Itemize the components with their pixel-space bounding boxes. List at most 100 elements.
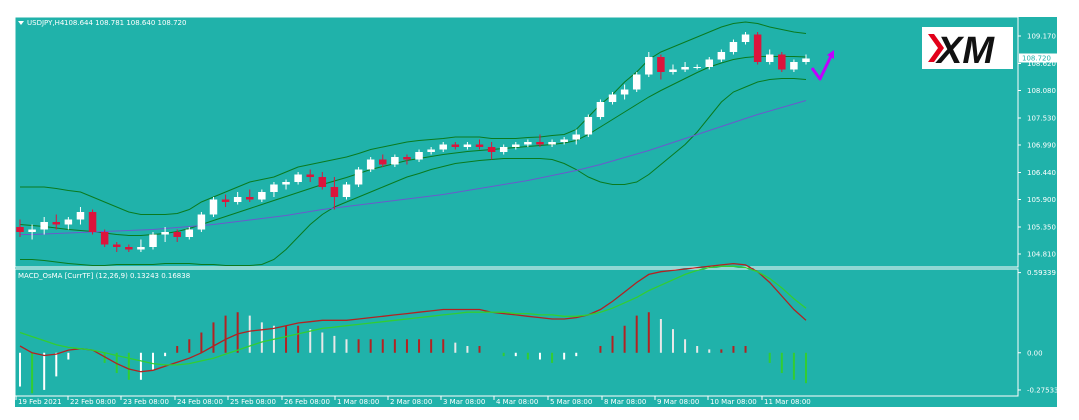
time-tick-label: 19 Feb 2021 [18,398,62,406]
candle-body [741,34,750,42]
candle [306,169,314,182]
candle-body [294,174,302,182]
candle [657,54,665,80]
candle-body [548,142,556,145]
price-tick-label: 104.810 [1027,251,1056,259]
candle-body [330,187,339,197]
candle [221,194,230,207]
macd-histogram [19,312,807,394]
candle-body [620,89,629,95]
price-y-axis: 109.170 108.620 108.080 107.530 106.990 106.4… [1018,33,1056,259]
macd-tick-label: 0.00 [1027,349,1043,357]
candle-body [657,57,665,72]
candle-body [753,34,762,62]
time-tick-label: 24 Feb 08:00 [177,398,223,406]
candle [282,179,290,190]
candle [705,57,714,70]
time-tick-label: 1 Mar 08:00 [337,398,379,406]
candle [185,227,194,240]
price-tick-label: 107.530 [1027,115,1056,123]
candle-body [173,232,181,237]
candle-body [149,234,157,247]
candle [258,189,266,202]
candle [778,52,786,72]
current-price-label: 108.720 [1022,55,1051,63]
candle-body [451,144,460,147]
candle [427,147,435,155]
chevron-down-icon[interactable] [18,21,24,25]
macd-lines [19,262,807,373]
candle-body [512,144,520,147]
candle-body [88,212,97,232]
candle-body [415,152,423,160]
candle [246,189,254,202]
time-tick-label: 2 Mar 08:00 [390,398,432,406]
candle [765,49,774,65]
price-panel [16,21,810,266]
candle-body [403,157,411,160]
candle [499,144,508,155]
candle [560,137,568,145]
candle [354,167,363,187]
candle [161,227,169,242]
price-tick-label: 106.440 [1027,169,1056,177]
time-tick-label: 9 Mar 08:00 [657,398,699,406]
moving-average-line [20,100,807,235]
price-tick-label: 109.170 [1027,33,1056,41]
candle-body [487,147,496,152]
candle [125,244,133,252]
candle [548,139,556,147]
candle [52,214,61,230]
candle [524,139,532,147]
candle [536,134,544,147]
logo-text: XM [935,30,995,72]
candle-body [765,54,774,62]
candle [28,224,36,240]
time-tick-label: 4 Mar 08:00 [496,398,538,406]
candle [294,172,302,185]
candle [209,197,218,217]
price-tick-label: 108.080 [1027,87,1056,95]
candle-body [427,149,435,152]
candle [717,49,726,62]
candle-body [16,227,24,232]
candle [802,54,810,65]
candle [197,212,206,232]
candle-body [112,244,121,247]
candle-body [366,159,375,170]
candle [379,154,387,167]
candle-body [790,62,798,70]
price-tick-label: 106.990 [1027,142,1056,150]
candle-body [717,52,726,60]
price-tick-label: 105.350 [1027,224,1056,232]
candle-body [270,184,278,192]
candle [729,39,738,55]
candle-body [379,159,387,165]
candle-body [100,232,109,245]
candle [584,114,593,137]
candle-body [233,197,242,202]
time-tick-label: 3 Mar 08:00 [443,398,485,406]
chart-area [15,17,1057,407]
candle [790,59,798,72]
candle-body [391,157,399,165]
time-axis: 19 Feb 2021 22 Feb 08:00 23 Feb 08:00 24 Fe… [15,396,811,406]
candle-body [729,42,738,52]
candle-body [318,177,327,187]
candle-body [572,134,580,140]
candle-body [463,144,472,147]
candle [753,32,762,65]
candle-body [64,219,73,225]
chart-header: USDJPY,H4 108.644 108.781 108.640 108.72… [18,19,186,27]
candle [233,192,242,205]
forecast-arrow-icon [810,50,834,81]
candle [620,84,629,100]
candle-body [632,74,641,90]
macd-tick-label: 0.59339 [1027,269,1056,277]
candle [391,154,399,167]
candle [463,142,472,150]
time-tick-label: 26 Feb 08:00 [284,398,330,406]
candle-body [209,199,218,215]
time-tick-label: 10 Mar 08:00 [710,398,757,406]
candle-body [52,222,61,225]
